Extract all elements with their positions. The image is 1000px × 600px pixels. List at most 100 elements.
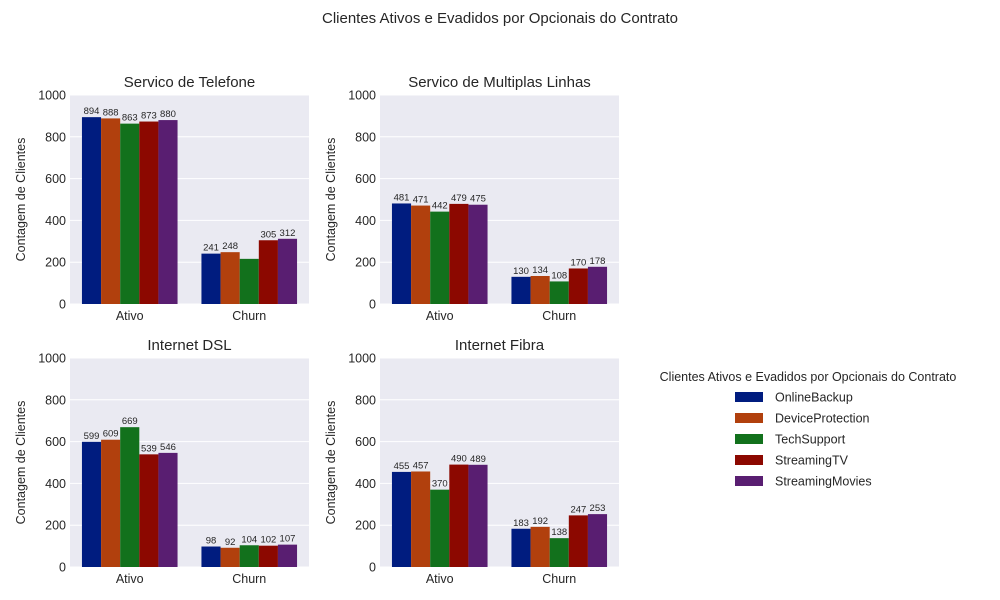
- bar-value-label: 107: [280, 534, 296, 545]
- x-tick-label: Ativo: [426, 572, 454, 586]
- y-tick-label: 600: [45, 172, 66, 186]
- bar-OnlineBackup-Churn: [201, 253, 221, 304]
- bar-TechSupport-Churn: [549, 538, 569, 567]
- y-axis-label: Contagem de Clientes: [14, 401, 28, 525]
- bar-value-label: 609: [103, 429, 119, 440]
- bar-TechSupport-Ativo: [120, 427, 140, 567]
- bar-value-label: 894: [84, 106, 100, 117]
- panel-title: Internet DSL: [147, 337, 231, 354]
- y-tick-label: 400: [45, 214, 66, 228]
- bar-StreamingTV-Churn: [258, 545, 278, 567]
- legend-label: OnlineBackup: [775, 391, 853, 405]
- bar-TechSupport-Churn: [239, 545, 259, 567]
- y-tick-label: 200: [355, 519, 376, 533]
- bar-value-label: 98: [206, 536, 217, 547]
- bar-value-label: 104: [241, 534, 257, 545]
- bar-StreamingTV-Ativo: [449, 203, 469, 304]
- bar-DeviceProtection-Churn: [530, 526, 550, 567]
- bar-value-label: 108: [551, 270, 567, 281]
- bar-DeviceProtection-Ativo: [411, 471, 431, 567]
- bar-StreamingMovies-Churn: [277, 544, 298, 567]
- bar-DeviceProtection-Ativo: [101, 439, 121, 567]
- bar-OnlineBackup-Ativo: [81, 441, 102, 567]
- bar-DeviceProtection-Ativo: [411, 205, 431, 304]
- bar-DeviceProtection-Ativo: [101, 118, 121, 305]
- bar-value-label: 183: [513, 518, 529, 529]
- legend-swatch: [735, 392, 763, 402]
- bar-OnlineBackup-Ativo: [81, 117, 102, 305]
- y-tick-label: 200: [355, 256, 376, 270]
- bar-StreamingTV-Churn: [258, 240, 278, 304]
- y-tick-label: 0: [369, 561, 376, 575]
- bar-value-label: 455: [394, 461, 410, 472]
- y-axis-label: Contagem de Clientes: [14, 138, 28, 262]
- legend-label: TechSupport: [775, 433, 846, 447]
- bar-OnlineBackup-Churn: [511, 528, 531, 567]
- legend-label: StreamingMovies: [775, 475, 872, 489]
- bar-value-label: 669: [122, 416, 138, 427]
- y-tick-label: 1000: [348, 89, 376, 103]
- bar-value-label: 248: [222, 241, 238, 252]
- bar-value-label: 92: [225, 537, 236, 548]
- bar-value-label: 247: [570, 504, 586, 515]
- bar-value-label: 471: [413, 195, 429, 206]
- bar-value-label: 489: [470, 454, 486, 465]
- legend-item: TechSupport: [735, 433, 846, 447]
- x-tick-label: Churn: [232, 309, 266, 323]
- bar-TechSupport-Ativo: [430, 489, 450, 567]
- bar-value-label: 599: [84, 431, 100, 442]
- y-tick-label: 1000: [348, 352, 376, 366]
- bar-value-label: 134: [532, 265, 548, 276]
- y-tick-label: 800: [45, 393, 66, 407]
- bar-value-label: 102: [260, 535, 276, 546]
- bar-OnlineBackup-Churn: [511, 276, 531, 304]
- x-tick-label: Churn: [542, 572, 576, 586]
- chart-legend: Clientes Ativos e Evadidos por Opcionais…: [660, 370, 957, 489]
- bar-value-label: 873: [141, 111, 157, 122]
- bar-StreamingTV-Churn: [568, 515, 588, 567]
- bar-OnlineBackup-Ativo: [391, 471, 412, 567]
- bar-value-label: 479: [451, 193, 467, 204]
- legend-swatch: [735, 455, 763, 465]
- bar-value-label: 539: [141, 443, 157, 454]
- panel-title: Servico de Telefone: [124, 74, 255, 91]
- bar-value-label: 490: [451, 454, 467, 465]
- bar-value-label: 457: [413, 460, 429, 471]
- chart-panels: 0 200 400 600 800 1000 894 888 863 873 880 Ativo 241…: [14, 74, 619, 586]
- legend-item: StreamingTV: [735, 454, 849, 468]
- y-tick-label: 1000: [38, 89, 66, 103]
- bar-value-label: 481: [394, 192, 410, 203]
- bar-value-label: 178: [590, 256, 606, 267]
- bar-value-label: 888: [103, 107, 119, 118]
- bar-StreamingMovies-Ativo: [468, 204, 488, 304]
- y-tick-label: 800: [355, 393, 376, 407]
- x-tick-label: Ativo: [116, 309, 144, 323]
- bar-value-label: 130: [513, 266, 529, 277]
- bar-value-label: 475: [470, 194, 486, 205]
- legend-item: OnlineBackup: [735, 391, 853, 405]
- bar-TechSupport-Ativo: [120, 123, 140, 305]
- legend-label: DeviceProtection: [775, 412, 870, 426]
- bar-value-label: 863: [122, 113, 138, 124]
- bar-value-label: 241: [203, 243, 219, 254]
- bar-value-label: 305: [260, 229, 276, 240]
- x-tick-label: Churn: [542, 309, 576, 323]
- y-tick-label: 0: [59, 561, 66, 575]
- legend-item: StreamingMovies: [735, 475, 872, 489]
- y-tick-label: 200: [45, 256, 66, 270]
- bar-OnlineBackup-Churn: [201, 546, 221, 567]
- bar-OnlineBackup-Ativo: [391, 203, 412, 304]
- bar-DeviceProtection-Churn: [220, 547, 240, 567]
- bar-DeviceProtection-Churn: [530, 275, 550, 304]
- bar-value-label: 546: [160, 442, 176, 453]
- bar-StreamingMovies-Ativo: [158, 452, 178, 567]
- legend-label: StreamingTV: [775, 454, 849, 468]
- bar-StreamingTV-Ativo: [139, 454, 159, 567]
- bar-TechSupport-Ativo: [430, 211, 450, 304]
- bar-value-label: 138: [551, 527, 567, 538]
- legend-title: Clientes Ativos e Evadidos por Opcionais…: [660, 370, 957, 384]
- y-tick-label: 800: [45, 130, 66, 144]
- y-tick-label: 400: [355, 214, 376, 228]
